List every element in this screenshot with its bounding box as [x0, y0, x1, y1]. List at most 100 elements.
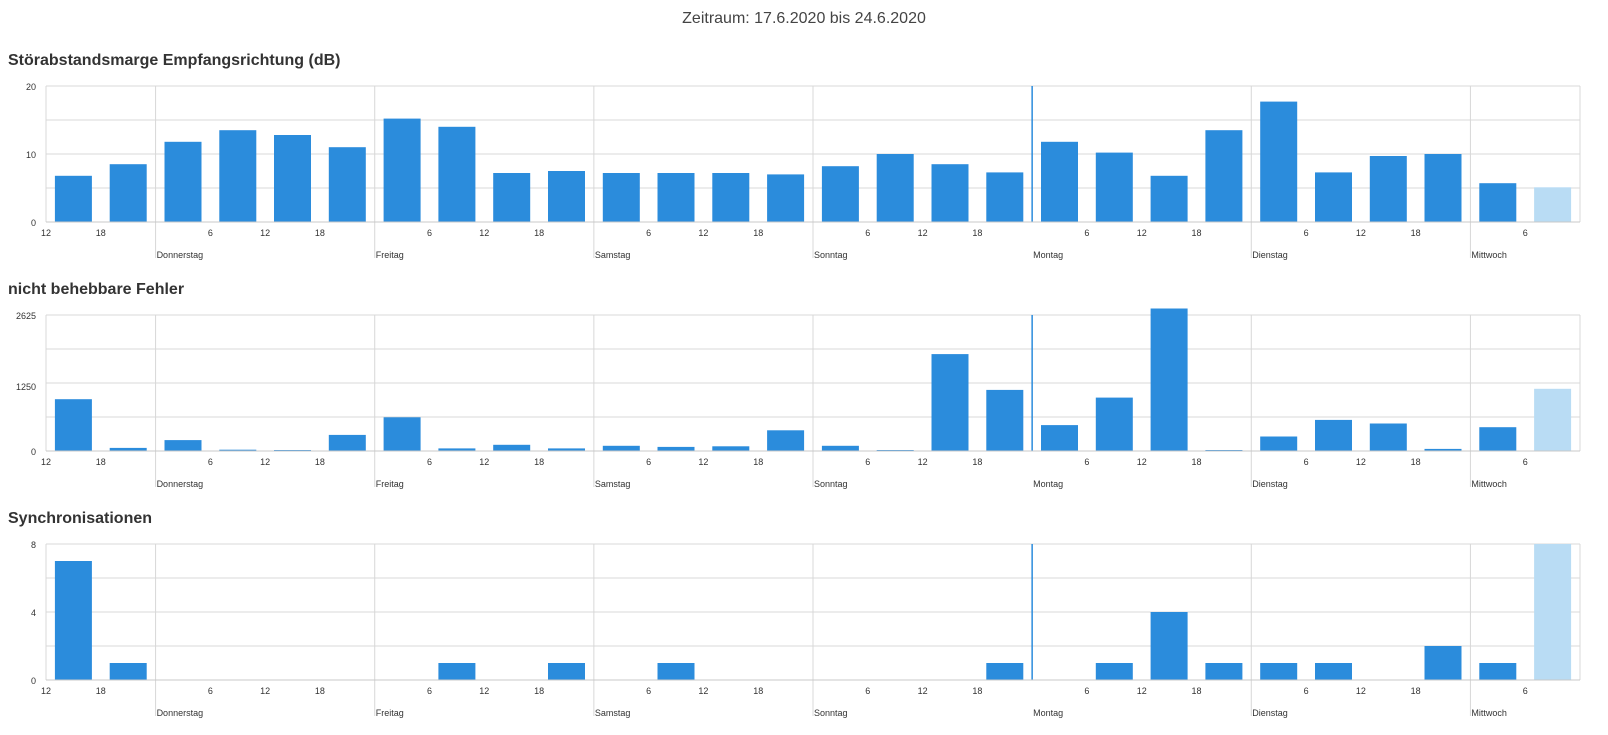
- bar[interactable]: [1369, 156, 1407, 222]
- bar[interactable]: [54, 175, 92, 222]
- bar[interactable]: [602, 173, 640, 222]
- bar-current-interval[interactable]: [1534, 544, 1572, 680]
- bar[interactable]: [1260, 436, 1298, 452]
- bar[interactable]: [1424, 154, 1462, 222]
- x-day-label: Freitag: [376, 250, 404, 260]
- x-hour-label: 18: [972, 457, 982, 467]
- bar[interactable]: [657, 446, 695, 451]
- bar[interactable]: [219, 449, 257, 451]
- bar[interactable]: [438, 126, 476, 222]
- bar[interactable]: [1424, 448, 1462, 451]
- x-hour-label: 6: [1084, 686, 1089, 696]
- bar[interactable]: [274, 135, 311, 222]
- x-hour-label: 18: [315, 228, 325, 238]
- bar[interactable]: [1205, 130, 1243, 222]
- bar[interactable]: [383, 118, 421, 222]
- x-hour-label: 12: [260, 686, 270, 696]
- bar[interactable]: [1479, 427, 1517, 451]
- bar[interactable]: [931, 354, 969, 451]
- x-hour-label: 12: [1137, 686, 1147, 696]
- bar[interactable]: [986, 389, 1024, 451]
- x-hour-label: 18: [753, 457, 763, 467]
- bar[interactable]: [931, 164, 969, 222]
- x-hour-label: 12: [698, 457, 708, 467]
- bar[interactable]: [54, 399, 92, 451]
- bar[interactable]: [1315, 419, 1352, 451]
- bar[interactable]: [328, 434, 366, 451]
- y-tick-label: 10: [26, 150, 36, 160]
- x-day-label: Dienstag: [1252, 479, 1288, 489]
- bar[interactable]: [1260, 101, 1298, 222]
- bar[interactable]: [548, 663, 585, 680]
- x-hour-label: 12: [479, 228, 489, 238]
- bar-current-interval[interactable]: [1534, 388, 1572, 451]
- chart-title-synchronisations: Synchronisationen: [8, 510, 153, 527]
- x-hour-label: 6: [1304, 228, 1309, 238]
- x-day-label: Montag: [1033, 479, 1063, 489]
- bar[interactable]: [1315, 172, 1352, 222]
- x-day-label: Donnerstag: [157, 250, 204, 260]
- bar[interactable]: [548, 448, 585, 451]
- bar[interactable]: [876, 154, 914, 222]
- bar[interactable]: [712, 173, 750, 222]
- bar[interactable]: [1041, 141, 1078, 222]
- bar[interactable]: [986, 172, 1024, 222]
- bar[interactable]: [109, 447, 147, 451]
- x-day-label: Sonntag: [814, 250, 848, 260]
- bar[interactable]: [1479, 663, 1517, 680]
- y-tick-label: 0: [31, 676, 36, 686]
- bar[interactable]: [219, 130, 257, 222]
- x-hour-label: 12: [260, 457, 270, 467]
- x-hour-label: 12: [1356, 228, 1366, 238]
- x-hour-label: 18: [972, 228, 982, 238]
- bar[interactable]: [493, 444, 531, 451]
- x-hour-label: 6: [1304, 686, 1309, 696]
- bar[interactable]: [109, 164, 147, 222]
- bar[interactable]: [1369, 423, 1407, 452]
- bar[interactable]: [1479, 183, 1517, 222]
- bar[interactable]: [657, 173, 695, 222]
- x-day-label: Montag: [1033, 250, 1063, 260]
- bar[interactable]: [657, 663, 695, 680]
- x-hour-label: 6: [1523, 686, 1528, 696]
- chart-title-uncorrectable-errors: nicht behebbare Fehler: [8, 281, 185, 298]
- bar[interactable]: [986, 663, 1024, 680]
- bar[interactable]: [438, 663, 476, 680]
- bar[interactable]: [1041, 425, 1078, 451]
- bar[interactable]: [712, 446, 750, 451]
- bar[interactable]: [328, 147, 366, 222]
- bar[interactable]: [438, 448, 476, 451]
- bar[interactable]: [383, 417, 421, 451]
- x-hour-label: 6: [1084, 457, 1089, 467]
- bar-current-interval[interactable]: [1534, 187, 1572, 222]
- bar[interactable]: [1424, 646, 1462, 680]
- x-hour-label: 18: [534, 228, 544, 238]
- bar[interactable]: [109, 663, 147, 680]
- x-hour-label: 18: [315, 686, 325, 696]
- bar[interactable]: [1095, 663, 1133, 680]
- x-hour-label: 12: [41, 457, 51, 467]
- x-hour-label: 6: [646, 686, 651, 696]
- bar[interactable]: [548, 171, 585, 222]
- x-hour-label: 12: [1356, 686, 1366, 696]
- bar[interactable]: [767, 174, 805, 222]
- bar[interactable]: [164, 141, 202, 222]
- bar[interactable]: [1150, 175, 1188, 222]
- x-hour-label: 12: [698, 686, 708, 696]
- bar[interactable]: [821, 445, 859, 451]
- bar[interactable]: [1095, 397, 1133, 451]
- bar[interactable]: [1150, 612, 1188, 680]
- bar[interactable]: [602, 445, 640, 451]
- bar[interactable]: [821, 166, 859, 222]
- bar[interactable]: [767, 430, 805, 451]
- bar[interactable]: [1095, 152, 1133, 222]
- bar[interactable]: [1150, 308, 1188, 452]
- bar[interactable]: [493, 173, 531, 222]
- chart-synchronisations: 0 4 8 12 18 6 12 18 6 12 18 6 12 18 6 12 18 6 12 18 6 12 18 6 Do…: [31, 540, 1581, 718]
- x-day-label: Montag: [1033, 708, 1063, 718]
- bar[interactable]: [1205, 663, 1243, 680]
- bar[interactable]: [164, 440, 202, 451]
- bar[interactable]: [54, 561, 92, 680]
- bar[interactable]: [1260, 663, 1298, 680]
- bar[interactable]: [1315, 663, 1352, 680]
